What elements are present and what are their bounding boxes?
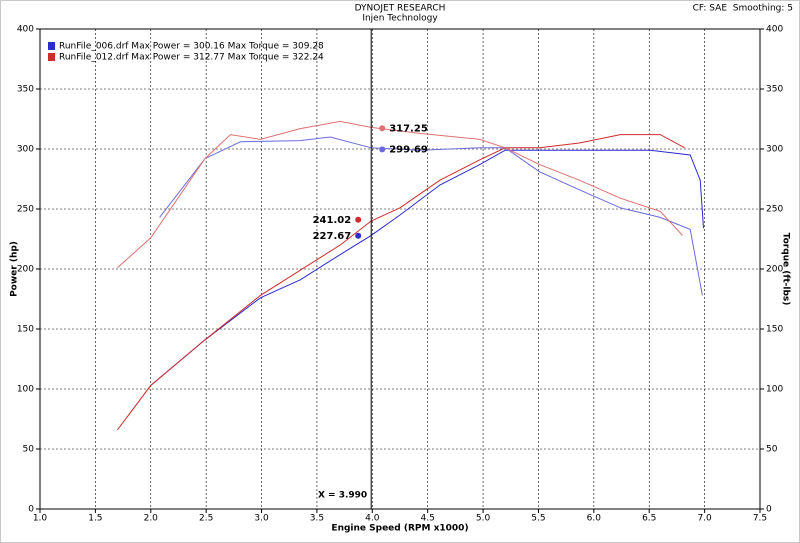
x-tick-label: 2.0 xyxy=(144,514,159,524)
y2-tick-label: 200 xyxy=(766,265,783,275)
cursor-value: 317.25 xyxy=(389,123,428,134)
y2-tick-label: 300 xyxy=(766,145,783,155)
cursor-label: X = 3.990 xyxy=(318,491,367,501)
x-tick-label: 1.5 xyxy=(88,514,102,524)
x-tick-label: 5.5 xyxy=(531,514,545,524)
chart-title: DYNOJET RESEARCH xyxy=(355,4,446,14)
x-tick-label: 4.5 xyxy=(421,514,435,524)
y-axis-label: Power (hp) xyxy=(10,241,20,297)
x-tick-label: 5.0 xyxy=(476,514,491,524)
y2-tick-label: 350 xyxy=(766,85,783,95)
x-tick-label: 7.0 xyxy=(697,514,712,524)
legend-text: RunFile_006.drf Max Power = 300.16 Max T… xyxy=(59,42,324,52)
y-tick-label: 250 xyxy=(17,205,34,215)
y-tick-label: 200 xyxy=(17,265,34,275)
corner-text: CF: SAE Smoothing: 5 xyxy=(693,4,793,14)
x-axis-label: Engine Speed (RPM x1000) xyxy=(331,524,468,534)
y-tick-label: 50 xyxy=(23,445,35,455)
cursor-dot xyxy=(355,216,362,223)
x-tick-label: 3.0 xyxy=(254,514,269,524)
y2-tick-label: 150 xyxy=(766,325,783,335)
y2-tick-label: 100 xyxy=(766,385,783,395)
series-line xyxy=(150,149,704,386)
x-tick-label: 2.5 xyxy=(199,514,213,524)
plot-border xyxy=(39,28,761,510)
x-tick-label: 7.5 xyxy=(753,514,767,524)
cursor-dot xyxy=(379,125,386,132)
series-line xyxy=(117,120,683,269)
series-line xyxy=(117,134,685,431)
y-tick-label: 150 xyxy=(17,325,34,335)
cursor-value: 299.69 xyxy=(389,144,428,155)
y-tick-label: 0 xyxy=(28,505,34,515)
chart-subtitle: Injen Technology xyxy=(362,14,438,24)
x-tick-label: 6.5 xyxy=(642,514,656,524)
y-tick-label: 100 xyxy=(17,385,34,395)
x-tick-label: 1.0 xyxy=(33,514,48,524)
y2-tick-label: 0 xyxy=(766,505,772,515)
x-tick-label: 3.5 xyxy=(310,514,324,524)
y2-tick-label: 50 xyxy=(766,445,778,455)
x-tick-label: 6.0 xyxy=(587,514,602,524)
cursor-dot xyxy=(355,232,362,239)
legend-text: RunFile_012.drf Max Power = 312.77 Max T… xyxy=(59,53,324,63)
y2-tick-label: 400 xyxy=(766,25,783,35)
y-tick-label: 300 xyxy=(17,145,34,155)
cursor-value: 241.02 xyxy=(313,215,352,226)
x-tick-label: 4.0 xyxy=(365,514,380,524)
cursor-dot xyxy=(379,146,386,153)
legend-swatch xyxy=(48,42,55,50)
y-tick-label: 400 xyxy=(17,25,34,35)
legend-swatch xyxy=(48,53,55,61)
y-tick-label: 350 xyxy=(17,85,34,95)
series-line xyxy=(159,136,703,296)
y2-tick-label: 250 xyxy=(766,205,783,215)
y2-axis-label: Torque (ft-lbs) xyxy=(781,233,791,306)
cursor-value: 227.67 xyxy=(313,231,352,242)
